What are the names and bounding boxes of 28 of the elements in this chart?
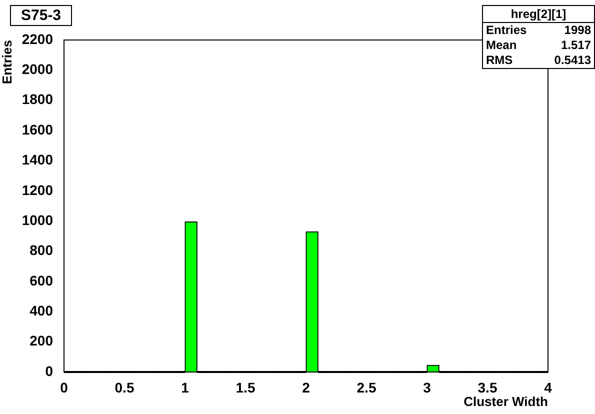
- x-tick-label: 1.5: [236, 379, 256, 396]
- x-tick-label: 0.5: [114, 379, 134, 396]
- x-tick-label: 3.5: [478, 379, 498, 396]
- y-tick-label: 2200: [22, 30, 54, 47]
- y-tick-label: 1000: [22, 212, 54, 228]
- y-tick-label: 1800: [22, 91, 54, 108]
- x-tick-label: 2: [302, 379, 310, 396]
- x-tick-label: 0: [60, 379, 68, 396]
- y-tick-label: 400: [30, 302, 54, 318]
- text: RMS 0.5413: [486, 53, 591, 67]
- y-tick-label: 800: [30, 242, 54, 258]
- x-tick-label: 1: [181, 379, 190, 396]
- chart-title: S75-3: [10, 5, 72, 26]
- x-tick-label: 4: [544, 379, 552, 396]
- y-tick-label: 1600: [22, 121, 54, 138]
- text: Entries 1998: [486, 23, 591, 37]
- y-axis-title: Entries: [0, 40, 14, 84]
- y-tick-label: 0: [45, 362, 54, 379]
- x-tick-label: 2.5: [356, 379, 376, 396]
- x-tick-label: 3: [423, 379, 432, 396]
- y-tick-label: 600: [30, 272, 54, 288]
- y-tick-label: 1400: [22, 152, 54, 168]
- text: Mean 1.517: [486, 38, 591, 52]
- x-axis-title: Cluster Width: [464, 394, 548, 409]
- y-tick-label: 200: [30, 332, 54, 349]
- y-tick-label: 1200: [22, 182, 54, 198]
- text: hreg[2][1]: [483, 6, 594, 23]
- y-tick-label: 2000: [22, 61, 54, 78]
